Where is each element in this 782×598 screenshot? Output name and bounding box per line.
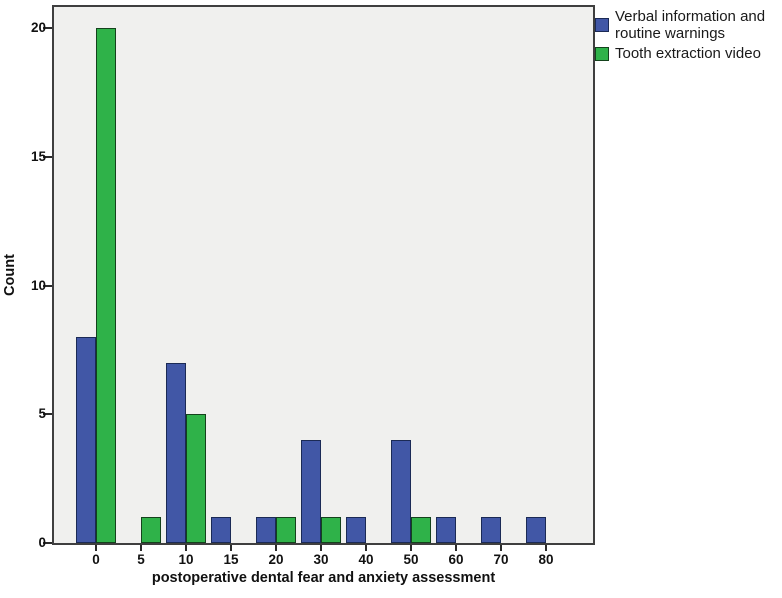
legend-swatch-verbal-information	[595, 18, 609, 32]
x-tick-mark	[320, 545, 322, 551]
bar	[211, 517, 231, 543]
legend-item-tooth-extraction-video: Tooth extraction video	[595, 45, 782, 62]
legend: Verbal information and routine warnings …	[595, 8, 782, 65]
bar	[96, 28, 116, 543]
x-tick-mark	[410, 545, 412, 551]
y-tick-label: 5	[38, 406, 46, 422]
bar	[301, 440, 321, 543]
x-tick-mark	[545, 545, 547, 551]
x-tick-label: 40	[358, 552, 374, 567]
x-tick-label: 30	[313, 552, 329, 567]
x-tick-mark	[95, 545, 97, 551]
y-tick-mark	[43, 413, 52, 416]
bar	[166, 363, 186, 543]
x-tick-label: 0	[92, 552, 100, 567]
y-tick-mark	[43, 284, 52, 287]
y-tick-mark	[43, 155, 52, 158]
x-tick-label: 10	[178, 552, 194, 567]
bar	[481, 517, 501, 543]
legend-swatch-tooth-extraction-video	[595, 46, 609, 61]
bar	[186, 414, 206, 543]
bar	[436, 517, 456, 543]
x-tick-mark	[140, 545, 142, 551]
y-tick-label: 15	[30, 148, 46, 164]
bar	[76, 337, 96, 543]
bar	[411, 517, 431, 543]
plot-area	[52, 5, 595, 545]
x-tick-label: 70	[493, 552, 509, 567]
x-tick-label: 80	[538, 552, 554, 567]
y-tick-mark	[43, 542, 52, 544]
x-tick-mark	[500, 545, 502, 551]
x-tick-mark	[455, 545, 457, 551]
y-tick-mark	[43, 27, 52, 29]
x-tick-label: 50	[403, 552, 419, 567]
x-tick-mark	[185, 545, 187, 551]
x-axis-title: postoperative dental fear and anxiety as…	[151, 570, 496, 586]
legend-label-verbal-information: Verbal information and routine warnings	[615, 8, 766, 42]
x-tick-mark	[230, 545, 232, 551]
x-tick-label: 20	[268, 552, 284, 567]
x-tick-label: 15	[223, 552, 239, 567]
bar	[526, 517, 546, 543]
x-tick-label: 60	[448, 552, 464, 567]
bar	[141, 517, 161, 543]
bar	[256, 517, 276, 543]
x-tick-mark	[365, 545, 367, 551]
legend-label-tooth-extraction-video: Tooth extraction video	[615, 45, 761, 62]
y-tick-label: 20	[30, 20, 46, 35]
y-tick-label: 0	[38, 535, 46, 550]
bar	[346, 517, 366, 543]
legend-item-verbal-information: Verbal information and routine warnings	[595, 8, 782, 42]
bar	[276, 517, 296, 543]
x-tick-label: 5	[137, 552, 145, 567]
x-tick-mark	[275, 545, 277, 551]
y-tick-label: 10	[30, 277, 46, 293]
bar	[391, 440, 411, 543]
bar	[321, 517, 341, 543]
